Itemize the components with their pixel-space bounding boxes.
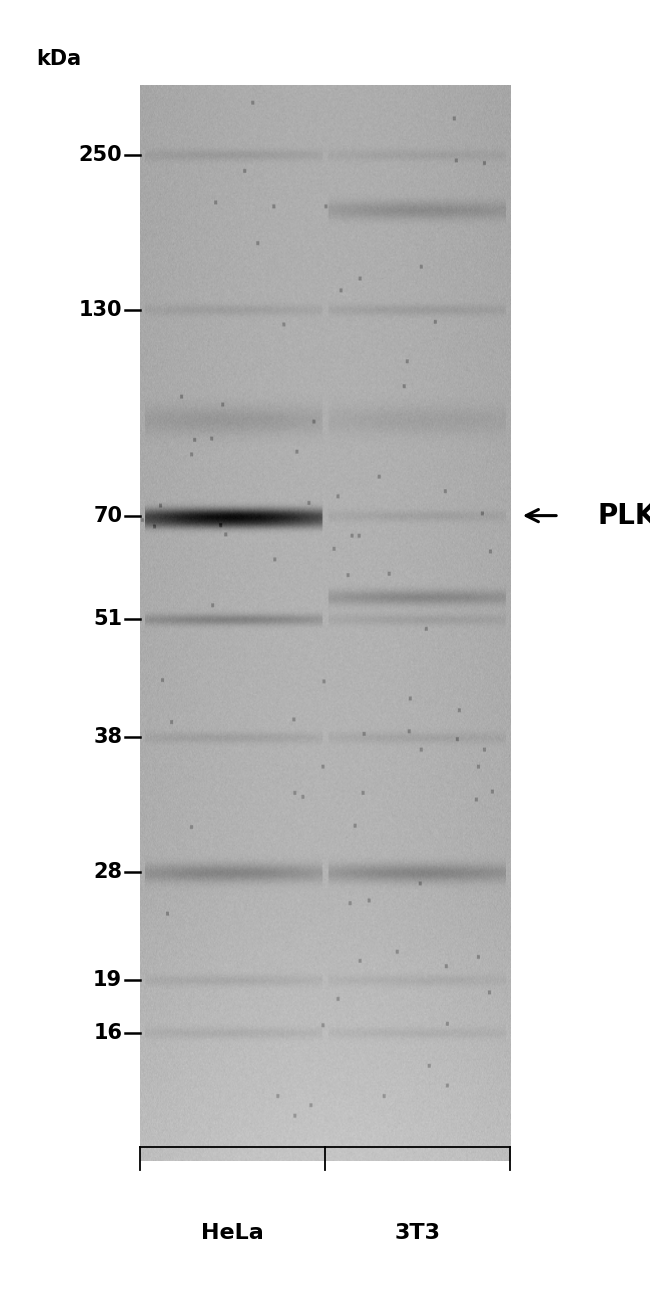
Text: HeLa: HeLa — [201, 1223, 264, 1244]
Text: 250: 250 — [79, 144, 122, 165]
Text: 19: 19 — [93, 970, 122, 991]
Text: 3T3: 3T3 — [395, 1223, 441, 1244]
Text: 28: 28 — [93, 862, 122, 883]
Text: 16: 16 — [93, 1022, 122, 1043]
Text: 130: 130 — [79, 299, 122, 320]
Text: kDa: kDa — [36, 49, 81, 70]
Text: 70: 70 — [93, 505, 122, 526]
Text: PLK1: PLK1 — [598, 501, 650, 530]
Text: 38: 38 — [93, 727, 122, 748]
Text: 51: 51 — [93, 609, 122, 630]
